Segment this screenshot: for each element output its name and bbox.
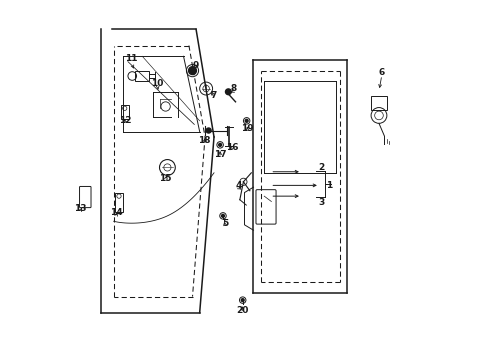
Circle shape [188, 67, 196, 75]
Circle shape [225, 89, 231, 95]
Text: 7: 7 [210, 91, 217, 100]
Text: 9: 9 [192, 61, 199, 70]
Circle shape [221, 215, 224, 217]
FancyBboxPatch shape [80, 186, 91, 208]
Text: 14: 14 [110, 208, 122, 217]
Circle shape [218, 143, 221, 146]
Text: 11: 11 [125, 54, 138, 63]
Bar [135, 71, 148, 81]
Text: 10: 10 [151, 79, 163, 88]
Bar [121, 105, 128, 119]
Text: 18: 18 [198, 136, 210, 145]
Text: 3: 3 [318, 198, 324, 207]
Text: 1: 1 [325, 181, 331, 190]
Text: 20: 20 [235, 306, 248, 315]
Text: 2: 2 [318, 163, 324, 172]
Circle shape [206, 128, 211, 133]
Text: 12: 12 [119, 116, 131, 125]
Text: 19: 19 [241, 123, 253, 132]
Bar [370, 96, 386, 110]
Circle shape [244, 120, 247, 122]
Text: 4: 4 [235, 181, 242, 190]
FancyBboxPatch shape [255, 190, 276, 224]
Text: 6: 6 [378, 68, 384, 77]
Text: 16: 16 [225, 143, 238, 152]
Text: 8: 8 [230, 84, 236, 93]
Text: 15: 15 [159, 174, 171, 183]
Circle shape [241, 299, 244, 302]
Bar [115, 193, 122, 212]
Text: 5: 5 [222, 219, 228, 228]
Text: 17: 17 [213, 150, 226, 159]
Text: 13: 13 [74, 204, 86, 213]
